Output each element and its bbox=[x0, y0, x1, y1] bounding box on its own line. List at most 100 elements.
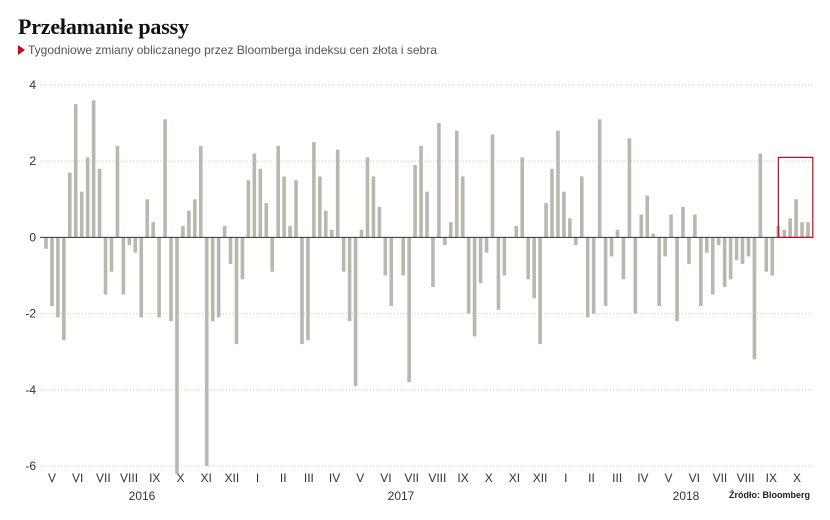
bar bbox=[478, 237, 483, 284]
bar bbox=[276, 145, 280, 238]
bar bbox=[145, 199, 150, 238]
bar bbox=[282, 176, 286, 238]
bar bbox=[556, 130, 560, 238]
month-label: IV bbox=[329, 471, 340, 485]
bar bbox=[800, 222, 804, 238]
bar bbox=[645, 195, 650, 238]
month-label: IX bbox=[457, 471, 468, 485]
bar bbox=[699, 237, 703, 306]
bar bbox=[431, 237, 435, 287]
bar bbox=[401, 237, 405, 276]
bar bbox=[591, 237, 596, 314]
bar bbox=[79, 191, 84, 238]
month-label: X bbox=[176, 471, 184, 485]
bar bbox=[609, 237, 614, 257]
month-label: X bbox=[485, 471, 493, 485]
month-label: V bbox=[665, 471, 673, 485]
bar bbox=[496, 237, 501, 310]
bar bbox=[782, 229, 786, 238]
bar bbox=[585, 237, 590, 318]
bar bbox=[568, 218, 572, 238]
bar bbox=[514, 225, 519, 238]
bar bbox=[460, 176, 465, 238]
bar bbox=[502, 237, 507, 276]
month-label: III bbox=[304, 471, 314, 485]
bar bbox=[109, 237, 114, 272]
month-label: V bbox=[48, 471, 56, 485]
bar bbox=[359, 229, 364, 238]
bar bbox=[216, 237, 221, 318]
bar bbox=[371, 176, 376, 238]
month-label: VIII bbox=[120, 471, 138, 485]
source-note: Źródło: Bloomberg bbox=[729, 490, 810, 500]
bar bbox=[204, 237, 209, 466]
chart-subtitle: Tygodniowe zmiany obliczanego przez Bloo… bbox=[18, 43, 437, 57]
month-label: XII bbox=[224, 471, 239, 485]
bar bbox=[490, 134, 495, 238]
bar bbox=[73, 104, 78, 238]
bar bbox=[443, 237, 447, 246]
bar bbox=[383, 237, 388, 276]
bar bbox=[663, 237, 667, 257]
year-label: 2016 bbox=[129, 489, 156, 503]
bar bbox=[270, 237, 275, 272]
bar bbox=[62, 237, 66, 341]
bar bbox=[764, 237, 769, 272]
bar bbox=[669, 214, 673, 238]
bar bbox=[240, 237, 245, 280]
bar bbox=[615, 229, 620, 238]
bar bbox=[639, 214, 644, 238]
bar bbox=[621, 237, 626, 280]
bar bbox=[103, 237, 108, 295]
month-label: I bbox=[256, 471, 259, 485]
bar bbox=[115, 145, 120, 238]
bar bbox=[681, 206, 685, 238]
bar bbox=[175, 237, 179, 474]
bar bbox=[651, 233, 656, 238]
red-triangle-icon bbox=[18, 45, 25, 55]
bar bbox=[329, 229, 334, 238]
bar bbox=[50, 237, 54, 306]
bar bbox=[246, 180, 251, 238]
bar bbox=[788, 218, 792, 238]
bar bbox=[198, 145, 203, 238]
month-label: XI bbox=[509, 471, 520, 485]
bar bbox=[228, 237, 233, 265]
bar bbox=[794, 199, 798, 238]
month-label: XI bbox=[200, 471, 211, 485]
bar bbox=[806, 222, 810, 238]
month-label: VI bbox=[72, 471, 83, 485]
month-label: VI bbox=[380, 471, 391, 485]
bar bbox=[306, 237, 310, 341]
bar bbox=[127, 237, 132, 246]
bar bbox=[407, 237, 411, 383]
bar bbox=[633, 237, 638, 314]
bar bbox=[675, 237, 679, 322]
y-tick-label: 4 bbox=[29, 78, 36, 92]
bar bbox=[704, 237, 709, 253]
month-label: VI bbox=[689, 471, 700, 485]
month-label: VIII bbox=[428, 471, 446, 485]
y-tick-label: 2 bbox=[29, 154, 36, 168]
bar bbox=[151, 222, 155, 238]
month-label: VII bbox=[96, 471, 111, 485]
month-label: XII bbox=[533, 471, 548, 485]
bar bbox=[163, 119, 167, 238]
bar bbox=[97, 168, 102, 238]
bar bbox=[544, 203, 548, 238]
bar bbox=[740, 237, 745, 265]
bar bbox=[734, 237, 739, 261]
year-label: 2017 bbox=[388, 489, 415, 503]
bar bbox=[693, 214, 697, 238]
month-label: II bbox=[588, 471, 595, 485]
bar bbox=[603, 237, 608, 306]
bar bbox=[85, 157, 90, 238]
y-tick-label: -2 bbox=[25, 307, 36, 321]
bar bbox=[389, 237, 394, 306]
bar bbox=[454, 130, 459, 238]
bar bbox=[222, 225, 227, 238]
bar bbox=[377, 206, 382, 238]
bar bbox=[121, 237, 126, 295]
bar bbox=[425, 191, 429, 238]
bar bbox=[484, 237, 489, 253]
